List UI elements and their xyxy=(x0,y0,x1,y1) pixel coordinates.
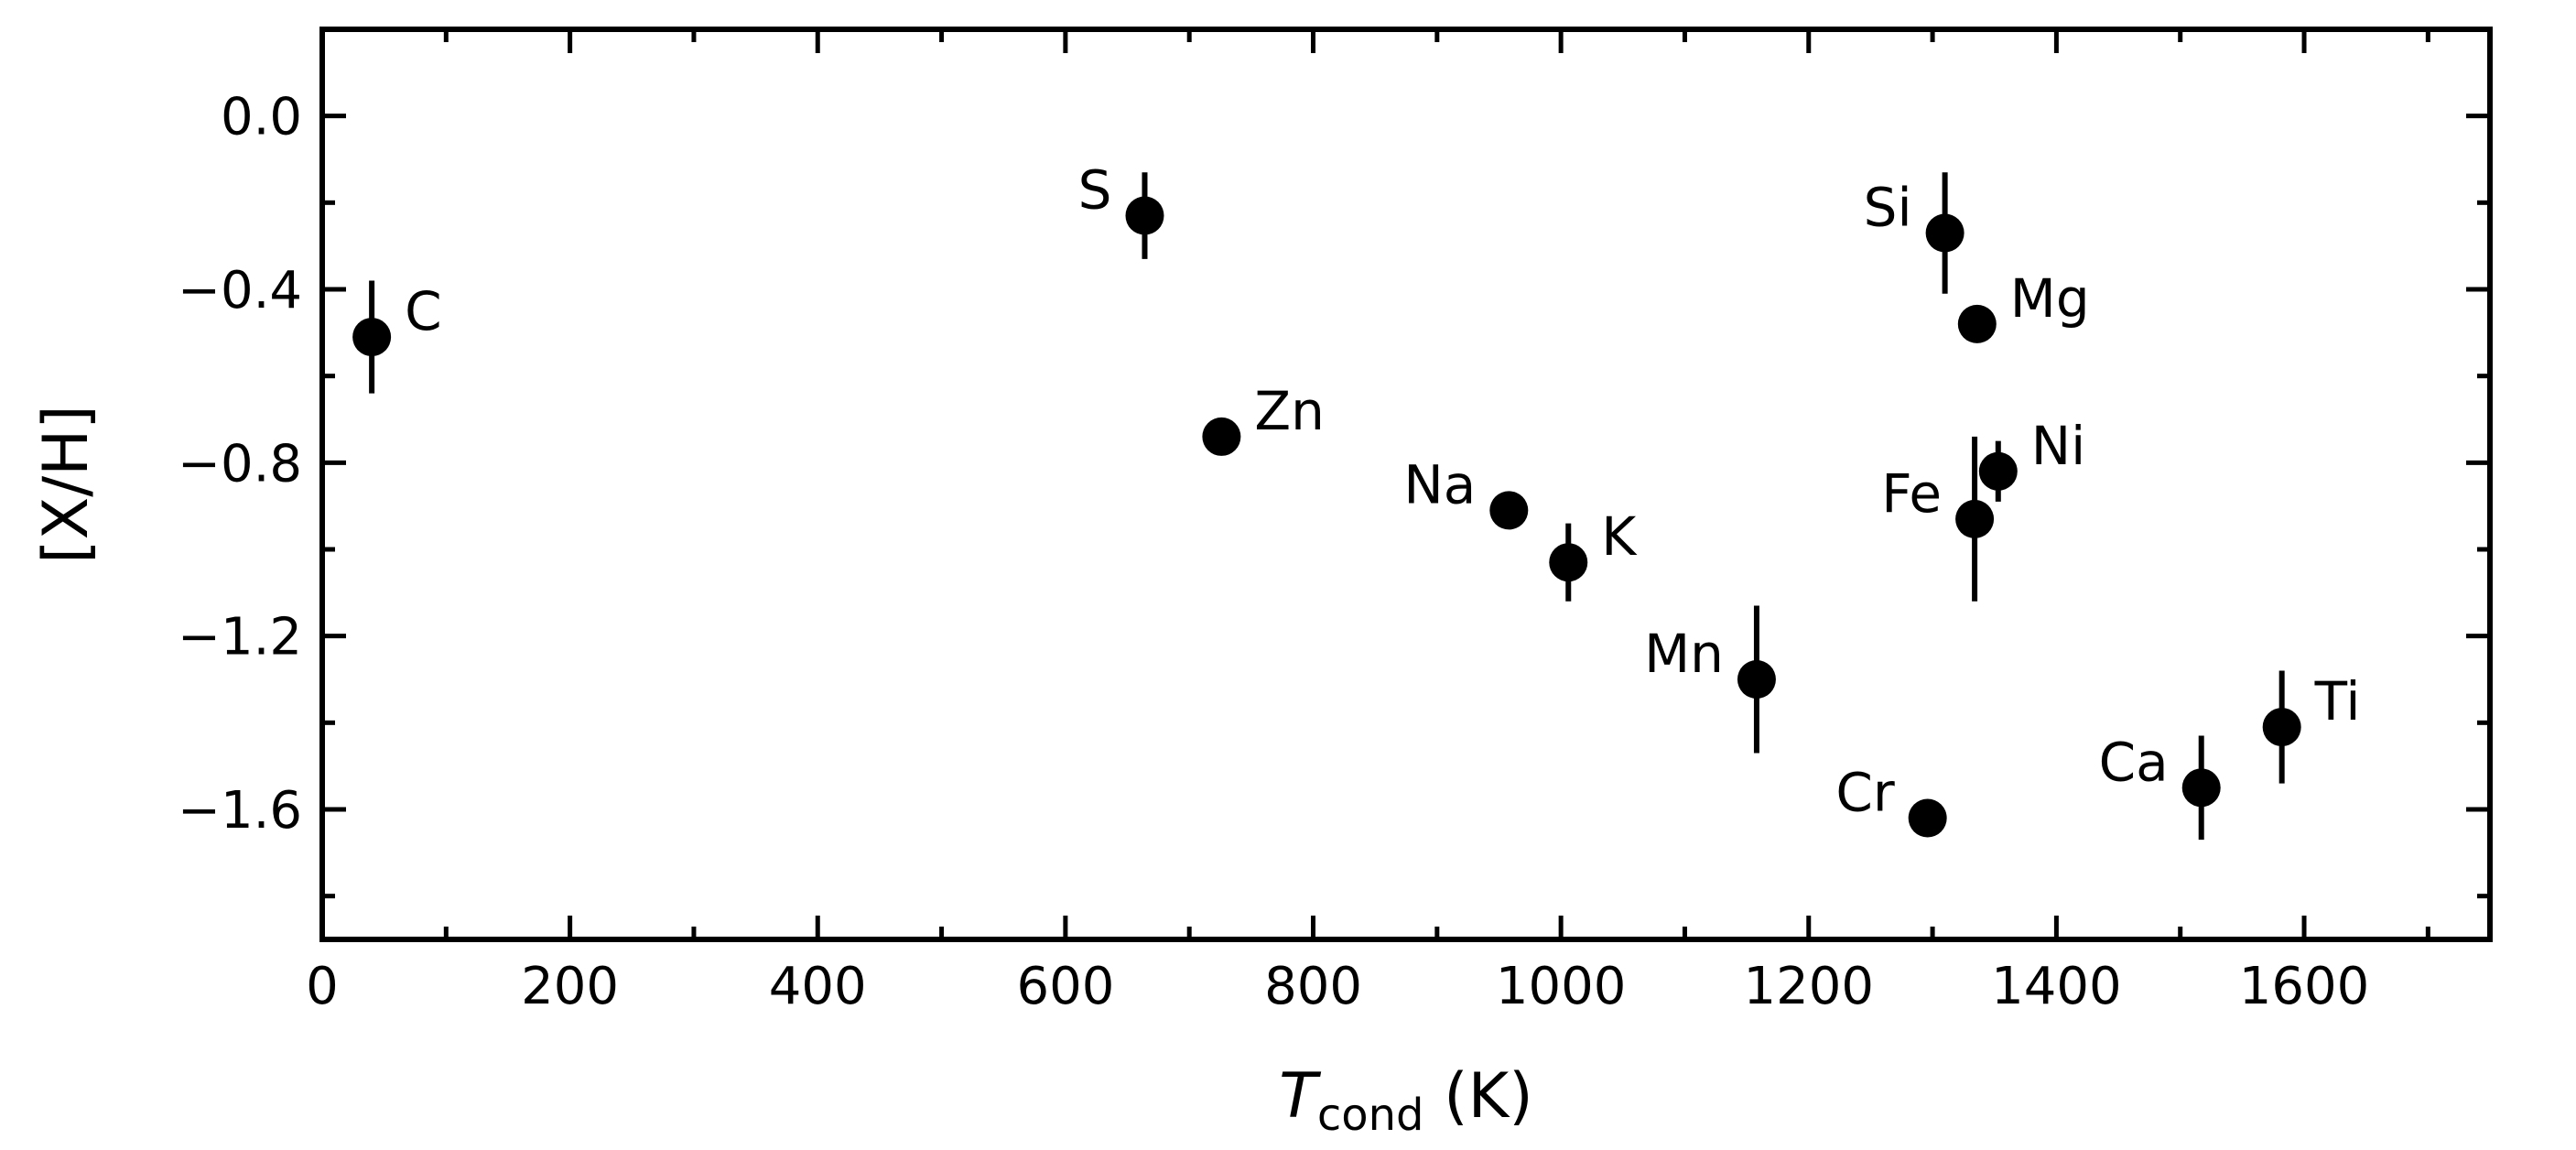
point-marker xyxy=(2181,768,2221,808)
point-label: Si xyxy=(1864,176,1912,238)
y-tick-label: −0.8 xyxy=(178,434,302,494)
point-label: Ca xyxy=(2099,731,2169,793)
data-point-k: K xyxy=(1549,505,1638,602)
point-label: Na xyxy=(1403,453,1476,515)
plot-frame xyxy=(319,27,2493,942)
data-point-cr: Cr xyxy=(1835,761,1947,838)
point-label: C xyxy=(405,280,442,342)
point-marker xyxy=(1489,491,1529,530)
point-marker xyxy=(352,318,392,357)
point-marker xyxy=(1202,417,1241,456)
point-label: Mn xyxy=(1644,623,1724,685)
data-point-si: Si xyxy=(1864,172,1964,294)
point-marker xyxy=(1737,660,1776,699)
point-label: Zn xyxy=(1254,380,1325,442)
x-axis-label-symbol: T xyxy=(1279,1060,1321,1133)
y-tick-label: 0.0 xyxy=(221,88,302,147)
point-label: Cr xyxy=(1835,761,1894,823)
point-label: Fe xyxy=(1881,462,1942,525)
point-marker xyxy=(1125,196,1164,235)
x-tick-label: 1000 xyxy=(1496,957,1627,1016)
point-marker xyxy=(1978,451,2018,491)
point-marker xyxy=(1955,499,1995,538)
x-axis-label-subscript: cond xyxy=(1317,1090,1424,1141)
y-axis-label: [X/H] xyxy=(30,405,103,564)
data-point-zn: Zn xyxy=(1202,380,1325,456)
x-tick-label: 1200 xyxy=(1744,957,1875,1016)
x-tick-label: 600 xyxy=(1016,957,1114,1016)
data-point-mn: Mn xyxy=(1644,605,1776,754)
x-tick-label: 400 xyxy=(769,957,867,1016)
point-marker xyxy=(2262,708,2301,747)
data-point-fe: Fe xyxy=(1881,436,1995,602)
x-tick-label: 1600 xyxy=(2239,957,2370,1016)
point-label: Ti xyxy=(2314,670,2361,732)
y-tick-label: −1.2 xyxy=(178,608,302,667)
x-axis-label-unit: (K) xyxy=(1423,1060,1532,1133)
point-label: Mg xyxy=(2010,267,2090,330)
data-point-ca: Ca xyxy=(2099,731,2221,841)
x-tick-label: 0 xyxy=(306,957,339,1016)
point-label: S xyxy=(1078,159,1112,222)
axis-tick-labels: 0 200 400 600 800 1000 1200 1400 1600 0.0 −0.4 −0.8… xyxy=(178,88,2369,1016)
point-marker xyxy=(1957,304,1997,343)
data-point-c: C xyxy=(352,280,442,394)
data-point-ti: Ti xyxy=(2262,670,2361,784)
point-label: Ni xyxy=(2031,415,2086,477)
x-axis-label: Tcond (K) xyxy=(1279,1060,1532,1141)
y-tick-label: −1.6 xyxy=(178,781,302,841)
point-marker xyxy=(1908,798,1947,838)
data-point-ni: Ni xyxy=(1978,415,2086,502)
y-tick-label: −0.4 xyxy=(178,261,302,320)
point-marker xyxy=(1549,543,1588,582)
data-marks: C S Zn Na KMn Cr Si Mg Fe Ni Ca Ti xyxy=(352,159,2360,841)
x-tick-label: 200 xyxy=(521,957,619,1016)
point-marker xyxy=(1925,213,1964,253)
data-point-s: S xyxy=(1078,159,1164,259)
x-tick-label: 1400 xyxy=(1991,957,2122,1016)
x-tick-label: 800 xyxy=(1264,957,1362,1016)
data-point-mg: Mg xyxy=(1957,267,2090,343)
data-point-na: Na xyxy=(1403,453,1529,530)
point-label: K xyxy=(1601,505,1638,568)
